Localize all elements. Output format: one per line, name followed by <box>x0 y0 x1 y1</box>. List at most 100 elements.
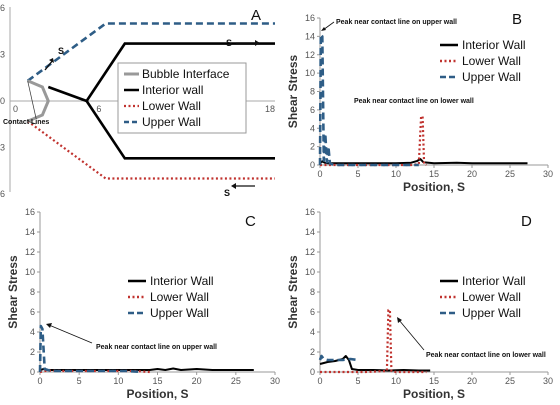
panel-c-y-tick-label: 16 <box>25 207 35 217</box>
panel-c-annotation-arrow <box>48 324 93 344</box>
panel-c-y-tick-label: 4 <box>30 327 35 337</box>
panel-d-y-tick-label: 10 <box>305 267 315 277</box>
panel-d-interior-wall-series <box>319 355 431 372</box>
panel-c: 0 2 4 6 8 10 12 14 16 0 5 10 15 20 25 30 Position, S Shea… <box>6 207 280 401</box>
panel-a-y-tick-label: 6 <box>0 3 5 13</box>
panel-d-annotation-arrowhead <box>397 317 402 323</box>
panel-c-x-label: Position, S <box>126 387 188 401</box>
panel-d-y-tick-label: 6 <box>310 307 315 317</box>
contact-lines-label: Contact Lines <box>3 119 49 126</box>
panel-b-y-tick-label: 10 <box>305 68 315 78</box>
panel-c-legend-label: Interior Wall <box>150 274 214 288</box>
panel-b-y-tick-label: 6 <box>310 105 315 115</box>
panel-d-y-tick-label: 14 <box>305 227 315 237</box>
panel-c-y-tick-label: 6 <box>30 307 35 317</box>
contact-line-pointer-upper <box>27 80 37 119</box>
panel-c-x-tick-label: 30 <box>270 376 280 386</box>
panel-b-annotation-upper-arrowhead <box>321 27 326 31</box>
panel-c-upper-wall-series <box>38 324 142 374</box>
panel-a-bubble-interface-line <box>27 79 50 123</box>
panel-b-annotation-lower: Peak near contact line on lower wall <box>354 98 474 105</box>
panel-c-x-tick-label: 25 <box>231 376 241 386</box>
panel-b-y-tick-label: 4 <box>310 123 315 133</box>
panel-d: 0 2 4 6 8 10 12 14 16 0 5 10 15 20 25 30 Position, S Shea… <box>286 207 553 401</box>
panel-d-annotation: Peak near contact line on lower wall <box>426 352 546 359</box>
panel-c-x-tick-label: 5 <box>77 376 82 386</box>
panel-d-x-tick-label: 5 <box>355 376 360 386</box>
panel-b-x-tick-label: 10 <box>391 169 401 179</box>
panel-b-annotation-upper: Peak near contact line on upper wall <box>336 19 457 26</box>
panel-d-x-label: Position, S <box>403 387 465 401</box>
panel-d-y-tick-label: 12 <box>305 247 315 257</box>
s-label-right-bottom: S <box>224 188 230 198</box>
panel-a-letter: A <box>251 7 261 24</box>
panel-b-y-tick-label: 14 <box>305 31 315 41</box>
panel-d-y-tick-label: 4 <box>310 327 315 337</box>
panel-b-legend-label: Interior Wall <box>462 38 526 52</box>
panel-c-x-tick-label: 20 <box>192 376 202 386</box>
s-arrowhead-left <box>49 58 54 63</box>
panel-d-x-tick-label: 0 <box>317 376 322 386</box>
panel-c-legend: Interior Wall Lower Wall Upper Wall <box>128 274 214 320</box>
panel-b-x-tick-label: 5 <box>355 169 360 179</box>
panel-d-y-tick-label: 8 <box>310 287 315 297</box>
panel-a-lower-wall-line <box>27 120 275 180</box>
panel-b-letter: B <box>512 11 522 28</box>
panel-d-annotation-arrow <box>398 319 425 351</box>
panel-a-x-tick-label: 0 <box>13 104 18 114</box>
panel-b-y-label: Shear Stress <box>286 54 300 128</box>
panel-c-y-tick-label: 8 <box>30 287 35 297</box>
panel-b: 0 2 4 6 8 10 12 14 16 0 5 10 15 20 25 30 Position, S Shea… <box>286 11 553 194</box>
panel-a-legend-label: Upper Wall <box>142 115 201 129</box>
panel-d-letter: D <box>521 213 532 230</box>
panel-b-x-tick-label: 0 <box>317 169 322 179</box>
panel-d-x-tick-label: 30 <box>543 376 553 386</box>
panel-b-y-tick-label: 2 <box>310 142 315 152</box>
s-arrow-left <box>44 59 54 71</box>
panel-d-y-tick-label: 2 <box>310 347 315 357</box>
contact-line-pointer-lower <box>27 120 37 125</box>
panel-d-x-tick-label: 10 <box>391 376 401 386</box>
panel-a-x-tick-label: 6 <box>96 104 101 114</box>
panel-a-legend-label: Lower Wall <box>142 99 201 113</box>
panel-b-y-tick-label: 8 <box>310 87 315 97</box>
panel-c-y-label: Shear Stress <box>6 255 20 329</box>
panel-c-letter: C <box>245 213 256 230</box>
panel-b-y-tick-label: 0 <box>310 160 315 170</box>
s-label-left: S <box>58 46 64 56</box>
panel-b-x-tick-label: 30 <box>543 169 553 179</box>
panel-c-legend-label: Upper Wall <box>150 306 209 320</box>
panel-d-x-tick-label: 15 <box>429 376 439 386</box>
panel-c-annotation: Peak near contact line on upper wall <box>96 344 217 351</box>
panel-c-x-tick-label: 0 <box>37 376 42 386</box>
panel-c-y-tick-label: 12 <box>25 247 35 257</box>
panel-a-legend-label: Bubble Interface <box>142 67 230 81</box>
panel-a-legend-box <box>117 62 247 134</box>
panel-a-upper-wall-line <box>26 22 275 82</box>
s-label-right-top: S <box>226 38 232 48</box>
panel-c-legend-label: Lower Wall <box>150 290 209 304</box>
panel-b-x-tick-label: 20 <box>467 169 477 179</box>
panel-a: 6 3 0 -3 -6 0 6 18 Bubble Interface Interior wall… <box>0 3 275 199</box>
panel-b-legend-label: Lower Wall <box>462 54 521 68</box>
panel-d-lower-wall-series <box>320 308 427 374</box>
panel-a-interior-wall-line <box>47 85 275 160</box>
panel-a-interior-wall-upper-line <box>85 42 275 102</box>
panel-c-y-tick-label: 2 <box>30 347 35 357</box>
s-arrowhead-right-top <box>255 40 260 46</box>
panel-d-y-tick-label: 0 <box>310 367 315 377</box>
panel-c-x-tick-label: 10 <box>113 376 123 386</box>
panel-d-y-label: Shear Stress <box>286 255 300 329</box>
panel-d-x-tick-label: 25 <box>505 376 515 386</box>
panel-a-legend: Bubble Interface Interior wall Lower Wall U… <box>117 62 247 134</box>
panel-b-lower-wall-series <box>320 115 427 167</box>
panel-d-x-tick-label: 20 <box>467 376 477 386</box>
s-arrowhead-right-bottom <box>231 183 236 189</box>
panel-c-y-tick-label: 10 <box>25 267 35 277</box>
panel-d-y-tick-label: 16 <box>305 207 315 217</box>
panel-c-interior-wall-series <box>39 367 254 371</box>
panel-a-y-tick-label: -3 <box>0 143 5 153</box>
panel-c-y-tick-label: 0 <box>30 367 35 377</box>
panel-b-x-label: Position, S <box>403 180 465 194</box>
panel-a-y-tick-label: 3 <box>0 50 5 60</box>
